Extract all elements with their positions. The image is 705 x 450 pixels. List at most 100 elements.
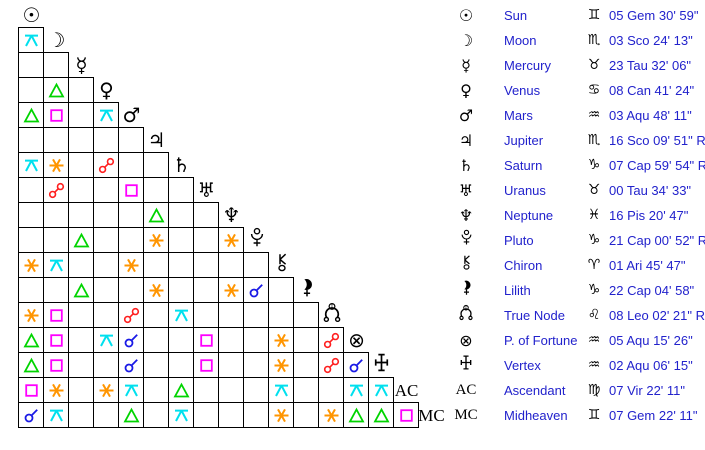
position-row-sun: ☉ Sun ♊ 05 Gem 30' 59" bbox=[450, 3, 702, 28]
sextile-icon bbox=[148, 232, 165, 249]
aspect-cell-fortune-x-mercury bbox=[68, 327, 94, 353]
planet-name: Mercury bbox=[504, 58, 551, 73]
aspect-cell-lilith-x-jupiter bbox=[143, 277, 169, 303]
aspect-cell-neptune-x-moon bbox=[43, 202, 69, 228]
sign-ari-icon: ♈ bbox=[587, 257, 601, 273]
aspect-cell-ascendant-x-neptune bbox=[218, 377, 244, 403]
aspect-cell-chiron-x-pluto bbox=[243, 252, 269, 278]
uranus-icon: ♅ bbox=[458, 181, 474, 200]
aspect-cell-neptune-x-uranus bbox=[193, 202, 219, 228]
aspect-cell-fortune-x-pluto bbox=[243, 327, 269, 353]
planet-position: 16 Pis 20' 47" bbox=[609, 208, 689, 223]
sign-tau-icon: ♉ bbox=[587, 57, 601, 73]
pluto-icon bbox=[249, 227, 265, 254]
aspect-cell-pluto-x-mercury bbox=[68, 227, 94, 253]
aspect-cell-ascendant-x-uranus bbox=[193, 377, 219, 403]
aspect-cell-vertex-x-uranus bbox=[193, 352, 219, 378]
quincunx-icon bbox=[348, 382, 365, 399]
sign-leo-icon: ♌ bbox=[587, 307, 601, 323]
aspect-cell-vertex-x-lilith bbox=[293, 352, 319, 378]
table-chiron-glyph bbox=[450, 253, 482, 278]
fortune-icon: ⊗ bbox=[348, 328, 365, 352]
grid-planet-moon: ☽ bbox=[44, 28, 69, 53]
trine-icon bbox=[347, 407, 365, 424]
sextile-icon bbox=[273, 332, 290, 349]
aspect-cell-fortune-x-neptune bbox=[218, 327, 244, 353]
sextile-icon bbox=[148, 282, 165, 299]
aspect-cell-midheaven-x-mars bbox=[118, 402, 144, 428]
aspect-cell-venus-x-moon bbox=[43, 77, 69, 103]
position-row-jupiter: ♃ Jupiter ♏ 16 Sco 09' 51" R bbox=[450, 128, 705, 153]
aspect-cell-midheaven-x-ascendant bbox=[393, 402, 419, 428]
planet-position: 22 Cap 04' 58" bbox=[609, 283, 695, 298]
quincunx-icon bbox=[98, 332, 115, 349]
sextile-icon bbox=[48, 382, 65, 399]
quincunx-icon bbox=[98, 107, 115, 124]
aspect-cell-midheaven-x-neptune bbox=[218, 402, 244, 428]
aspect-cell-true-node-x-moon bbox=[43, 302, 69, 328]
aspect-cell-neptune-x-jupiter bbox=[143, 202, 169, 228]
aspect-cell-midheaven-x-chiron bbox=[268, 402, 294, 428]
aspect-cell-neptune-x-saturn bbox=[168, 202, 194, 228]
planet-position: 02 Aqu 06' 15" bbox=[609, 358, 693, 373]
planet-position: 23 Tau 32' 06" bbox=[609, 58, 692, 73]
aspect-cell-true-node-x-neptune bbox=[218, 302, 244, 328]
sign-cap-icon: ♑ bbox=[587, 157, 601, 173]
aspect-cell-vertex-x-sun bbox=[18, 352, 44, 378]
fortune-icon: ⊗ bbox=[459, 331, 473, 350]
aspect-cell-lilith-x-mercury bbox=[68, 277, 94, 303]
aspect-cell-moon-x-sun bbox=[18, 27, 44, 53]
planet-name: Moon bbox=[504, 33, 537, 48]
grid-planet-neptune: ♆ bbox=[219, 203, 244, 228]
opposition-icon bbox=[323, 357, 340, 374]
aspect-cell-ascendant-x-vertex bbox=[368, 377, 394, 403]
aspect-cell-jupiter-x-venus bbox=[93, 127, 119, 153]
grid-planet-saturn: ♄ bbox=[169, 153, 194, 178]
table-saturn-glyph: ♄ bbox=[450, 153, 482, 178]
aspect-cell-pluto-x-sun bbox=[18, 227, 44, 253]
aspect-cell-mercury-x-sun bbox=[18, 52, 44, 78]
aspect-cell-fortune-x-sun bbox=[18, 327, 44, 353]
square-icon bbox=[123, 182, 140, 199]
venus-icon: ♀ bbox=[460, 81, 472, 100]
table-uranus-glyph: ♅ bbox=[450, 178, 482, 203]
aspect-cell-ascendant-x-jupiter bbox=[143, 377, 169, 403]
svg-text:T: T bbox=[330, 305, 334, 311]
table-mercury-glyph: ☿ bbox=[450, 53, 482, 78]
conjunction-icon bbox=[248, 282, 265, 299]
aspect-cell-chiron-x-uranus bbox=[193, 252, 219, 278]
planet-name: P. of Fortune bbox=[504, 333, 578, 348]
sun-icon: ☉ bbox=[458, 6, 474, 25]
aspect-cell-mercury-x-moon bbox=[43, 52, 69, 78]
sextile-icon bbox=[223, 282, 240, 299]
sextile-icon bbox=[223, 232, 240, 249]
aspect-cell-uranus-x-moon bbox=[43, 177, 69, 203]
grid-planet-fortune: ⊗ bbox=[344, 328, 369, 353]
position-row-vertex: Vertex ♒ 02 Aqu 06' 15" bbox=[450, 353, 702, 378]
quincunx-icon bbox=[373, 382, 390, 399]
position-row-chiron: Chiron ♈ 01 Ari 45' 47" bbox=[450, 253, 702, 278]
aspect-cell-true-node-x-mercury bbox=[68, 302, 94, 328]
sun-icon: ☉ bbox=[22, 3, 41, 27]
saturn-icon: ♄ bbox=[172, 153, 191, 177]
planet-name: Midheaven bbox=[504, 408, 568, 423]
trine-icon bbox=[22, 357, 40, 374]
aspect-cell-vertex-x-true-node bbox=[318, 352, 344, 378]
aspect-cell-chiron-x-saturn bbox=[168, 252, 194, 278]
aspect-cell-ascendant-x-mars bbox=[118, 377, 144, 403]
aspect-cell-saturn-x-sun bbox=[18, 152, 44, 178]
aspect-cell-pluto-x-saturn bbox=[168, 227, 194, 253]
aspect-cell-saturn-x-mars bbox=[118, 152, 144, 178]
lilith-icon bbox=[299, 277, 315, 304]
table-mars-glyph: ♂ bbox=[450, 103, 482, 128]
mercury-icon: ☿ bbox=[461, 56, 471, 75]
aspect-cell-pluto-x-mars bbox=[118, 227, 144, 253]
aspect-cell-midheaven-x-lilith bbox=[293, 402, 319, 428]
square-icon bbox=[48, 107, 65, 124]
square-icon bbox=[23, 382, 40, 399]
aspect-cell-midheaven-x-pluto bbox=[243, 402, 269, 428]
planet-name: Venus bbox=[504, 83, 541, 98]
neptune-icon: ♆ bbox=[458, 206, 474, 225]
aspect-cell-midheaven-x-sun bbox=[18, 402, 44, 428]
aspect-cell-jupiter-x-mars bbox=[118, 127, 144, 153]
